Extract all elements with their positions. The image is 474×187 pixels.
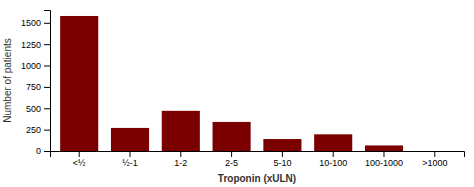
x-axis: <½ ½-1 1-2 2-5 5-10 10-100 100-1000 >1000 [51,151,465,168]
x-axis-title: Troponin (xULN) [218,173,296,184]
x-tick-mark [231,151,232,157]
x-axis-line [51,152,465,158]
bar [60,16,98,151]
bar [314,134,352,151]
y-tick: 0 [36,146,50,156]
y-tick: 1000 [21,61,50,71]
y-tick-label: 250 [26,125,41,135]
y-tick-mark [44,87,50,88]
y-axis-line [44,11,51,152]
x-tick-mark [434,151,435,157]
bar [365,145,403,151]
x-tick: 5-10 [273,151,291,168]
plot: <½ ½-1 1-2 2-5 5-10 10-100 100-1000 >1000 0 250 50… [21,11,465,169]
x-tick-mark [282,151,283,157]
y-tick-mark [44,66,50,67]
x-tick-label: 100-1000 [365,158,403,168]
x-tick: >1000 [422,151,447,168]
bar [416,151,454,152]
y-tick-label: 1000 [21,61,41,71]
x-tick-mark [180,151,181,157]
x-tick-mark [333,151,334,157]
bar [263,139,301,151]
x-tick-label: ½-1 [122,158,138,168]
y-axis: 0 250 500 750 1000 1250 1500 [21,11,51,157]
y-tick-mark [44,44,50,45]
y-tick-mark [44,23,50,24]
y-tick-mark [44,130,50,131]
x-tick-mark [383,151,384,157]
x-tick: 1-2 [174,151,187,168]
y-tick-label: 750 [26,82,41,92]
x-tick-label: <½ [73,158,86,168]
x-tick-label: >1000 [422,158,447,168]
x-tick: <½ [73,151,86,168]
bar [111,128,149,151]
bars [60,16,403,151]
y-tick-label: 1250 [21,40,41,50]
x-tick-label: 10-100 [319,158,347,168]
x-tick: 10-100 [319,151,347,168]
y-tick: 1500 [21,18,50,28]
x-tick: 2-5 [225,151,238,168]
bar [162,111,200,151]
y-tick-mark [44,151,50,152]
y-tick: 500 [26,104,50,114]
x-tick-mark [79,151,80,157]
y-tick-label: 0 [36,146,41,156]
y-tick: 250 [26,125,50,135]
y-axis-title: Number of patients [2,38,13,123]
y-tick: 750 [26,82,50,92]
y-tick-mark [44,108,50,109]
x-tick-label: 2-5 [225,158,238,168]
bar [213,122,251,151]
x-tick: 100-1000 [365,151,403,168]
x-tick-label: 1-2 [174,158,187,168]
y-tick: 1250 [21,40,50,50]
x-tick-label: 5-10 [273,158,291,168]
y-tick-label: 1500 [21,18,41,28]
x-tick-mark [130,151,131,157]
y-tick-label: 500 [26,104,41,114]
x-tick: ½-1 [122,151,138,168]
chart: <½ ½-1 1-2 2-5 5-10 10-100 100-1000 >1000 0 250 50… [0,0,474,187]
